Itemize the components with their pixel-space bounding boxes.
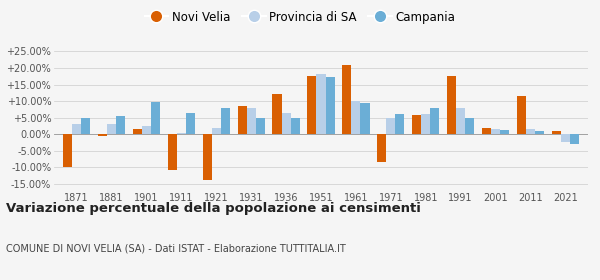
Bar <box>307 76 316 134</box>
Bar <box>500 130 509 134</box>
Bar <box>247 108 256 134</box>
Bar <box>395 114 404 134</box>
Bar <box>316 74 326 134</box>
Bar <box>133 129 142 134</box>
Bar <box>98 134 107 136</box>
Bar <box>491 129 500 134</box>
Bar <box>482 127 491 134</box>
Bar <box>430 108 439 134</box>
Bar <box>421 114 430 134</box>
Bar <box>186 113 195 134</box>
Bar <box>168 134 177 170</box>
Bar <box>107 124 116 134</box>
Bar <box>517 96 526 134</box>
Legend: Novi Velia, Provincia di SA, Campania: Novi Velia, Provincia di SA, Campania <box>140 6 460 28</box>
Bar <box>552 132 561 134</box>
Bar <box>203 134 212 181</box>
Bar <box>526 129 535 134</box>
Bar <box>412 115 421 134</box>
Bar <box>281 113 290 134</box>
Bar <box>561 134 570 143</box>
Bar <box>361 103 370 134</box>
Bar <box>447 76 456 134</box>
Bar <box>256 118 265 134</box>
Bar <box>81 118 90 134</box>
Bar <box>63 134 72 167</box>
Bar <box>290 118 300 134</box>
Bar <box>342 65 352 134</box>
Bar <box>326 77 335 134</box>
Bar <box>142 126 151 134</box>
Bar <box>238 106 247 134</box>
Bar <box>221 108 230 134</box>
Bar <box>116 116 125 134</box>
Text: Variazione percentuale della popolazione ai censimenti: Variazione percentuale della popolazione… <box>6 202 421 214</box>
Bar <box>151 102 160 134</box>
Bar <box>386 118 395 134</box>
Bar <box>456 108 465 134</box>
Bar <box>272 94 281 134</box>
Bar <box>352 101 361 134</box>
Bar <box>570 134 579 144</box>
Text: COMUNE DI NOVI VELIA (SA) - Dati ISTAT - Elaborazione TUTTITALIA.IT: COMUNE DI NOVI VELIA (SA) - Dati ISTAT -… <box>6 244 346 254</box>
Bar <box>465 118 474 134</box>
Bar <box>72 123 81 134</box>
Bar <box>535 131 544 134</box>
Bar <box>377 134 386 162</box>
Bar <box>212 128 221 134</box>
